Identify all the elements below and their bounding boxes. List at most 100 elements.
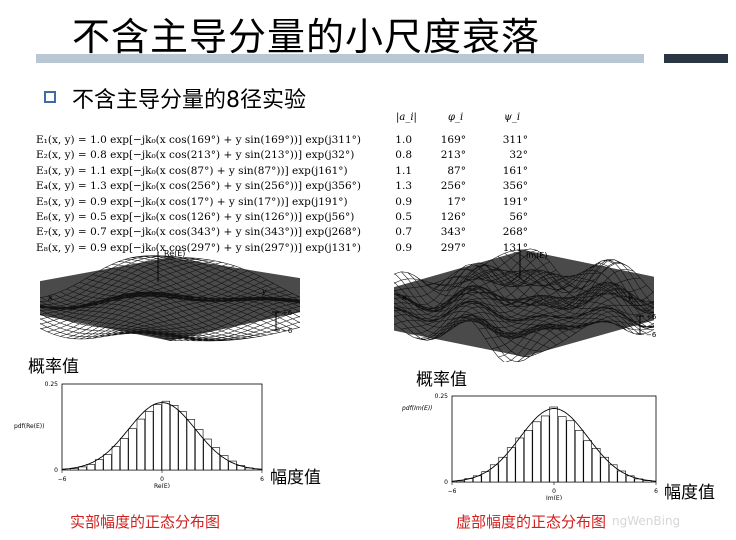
histogram-bar	[111, 446, 121, 471]
psi-value: 268°	[502, 226, 528, 239]
amplitude-value: 0.5	[395, 211, 412, 223]
amplitude-value: 0.9	[395, 195, 412, 208]
histogram-bar	[220, 455, 229, 471]
psi-value: 161°	[502, 164, 528, 177]
phi-value: 297°	[440, 241, 466, 254]
phi-value: 169°	[440, 134, 466, 146]
histogram-bar	[591, 447, 601, 483]
histogram-bar	[78, 466, 87, 471]
histogram-bar	[178, 411, 187, 471]
histogram-bar	[86, 464, 96, 471]
histogram-bar	[583, 440, 592, 483]
caption-imag: 虚部幅度的正态分布图	[456, 513, 607, 531]
histogram-bar	[540, 415, 550, 483]
histogram-bar	[608, 464, 618, 483]
equation-row: E₃(x, y) = 1.1 exp[−jk₀(x cos(87°) + y s…	[36, 164, 348, 177]
x-axis-label: Re(E)	[154, 483, 170, 488]
x-tick-label: 0	[160, 476, 164, 483]
amp-label-left: 幅度值	[270, 468, 321, 488]
histogram-bar	[145, 411, 154, 471]
psi-value: 311°	[502, 134, 528, 146]
phi-value: 17°	[447, 195, 466, 208]
phi-value: 343°	[440, 226, 466, 239]
equation-row: E₅(x, y) = 0.9 exp[−jk₀(x cos(17°) + y s…	[36, 195, 348, 208]
histogram-bar	[455, 480, 465, 483]
y-axis-label: pdf(Re(E))	[14, 423, 44, 430]
surface-mesh	[40, 255, 300, 342]
histogram-bar	[549, 406, 558, 483]
amplitude-value: 0.7	[395, 226, 412, 239]
histogram-bar	[515, 437, 524, 483]
phi-value: 87°	[447, 164, 466, 177]
prob-label-left: 概率值	[28, 357, 79, 377]
histogram-bar	[617, 470, 626, 483]
y-tick-label: 0.25	[435, 393, 449, 400]
psi-value: 191°	[502, 195, 528, 208]
histogram-bar	[153, 404, 162, 471]
histogram-bar	[170, 405, 179, 471]
y-axis-label: pdf(Im(E))	[401, 405, 433, 412]
amp-label-right: 幅度值	[664, 483, 715, 503]
psi-value: 356°	[502, 180, 528, 193]
histogram-bar	[574, 430, 584, 483]
histogram-bar	[203, 438, 212, 471]
gaussian-curve	[451, 408, 657, 482]
equation-row: E₄(x, y) = 1.3 exp[−jk₀(x cos(256°) + y …	[36, 180, 361, 193]
equation-row: E₁(x, y) = 1.0 exp[−jk₀(x cos(169°) + y …	[36, 134, 361, 146]
x-tick-label: 6	[654, 488, 658, 495]
histogram-bar	[481, 471, 490, 483]
im-surface-plot	[394, 248, 654, 362]
phi-value: 213°	[440, 149, 466, 162]
bullet-square-icon	[44, 91, 56, 103]
psi-value: 56°	[509, 211, 528, 223]
phi-value: 256°	[440, 180, 466, 193]
gaussian-curve	[61, 402, 263, 470]
y-tick-label: 0.25	[45, 381, 59, 388]
psi-value: 32°	[509, 149, 528, 162]
amplitude-value: 0.9	[395, 241, 412, 254]
histogram-bar	[566, 420, 575, 483]
subtitle: 不含主导分量的8径实验	[72, 88, 306, 113]
surface-mesh	[394, 248, 654, 362]
surface-wire	[40, 255, 300, 342]
prob-label-right: 概率值	[416, 370, 467, 390]
amplitude-value: 1.0	[395, 134, 412, 146]
re-surface-plot	[40, 255, 300, 342]
col-header-psi: ψ_i	[504, 112, 521, 123]
x-tick-label: −6	[448, 488, 457, 495]
histogram-bar	[70, 468, 79, 471]
page-title: 不含主导分量的小尺度衰落	[72, 15, 541, 59]
histogram-bar	[195, 429, 204, 471]
x-axis-label: Im(E)	[546, 495, 562, 500]
y-tick-label: 0	[54, 467, 58, 474]
histogram-bar	[523, 430, 533, 483]
histogram-bar	[498, 456, 507, 483]
amplitude-value: 0.8	[395, 149, 412, 162]
title-underline	[36, 54, 644, 63]
histogram-bar	[532, 421, 541, 483]
histogram-bar	[557, 416, 567, 483]
amplitude-value: 1.1	[395, 164, 412, 177]
equation-row: E₇(x, y) = 0.7 exp[−jk₀(x cos(343°) + y …	[36, 226, 361, 239]
histogram-bar	[120, 438, 129, 471]
col-header-phi: φ_i	[448, 112, 464, 123]
histogram-bar	[103, 454, 112, 471]
histogram-bar	[95, 459, 104, 471]
equation-row: E₂(x, y) = 0.8 exp[−jk₀(x cos(213°) + y …	[36, 149, 355, 162]
watermark: ngWenBing	[612, 514, 681, 528]
histogram-bar	[128, 428, 137, 471]
surface-wire	[394, 248, 654, 362]
col-header-amplitude: |a_i|	[396, 112, 417, 123]
histogram-bar	[489, 464, 499, 483]
histogram-bar	[186, 419, 196, 471]
equation-row: E₆(x, y) = 0.5 exp[−jk₀(x cos(126°) + y …	[36, 211, 355, 223]
phi-value: 126°	[440, 211, 466, 223]
histogram-bar	[161, 400, 171, 471]
x-tick-label: −6	[58, 476, 67, 483]
equation-row: E₈(x, y) = 0.9 exp[−jk₀(x cos(297°) + y …	[36, 241, 361, 254]
amplitude-value: 1.3	[395, 180, 412, 193]
y-tick-label: 0	[444, 479, 448, 486]
x-tick-label: 6	[260, 476, 264, 483]
